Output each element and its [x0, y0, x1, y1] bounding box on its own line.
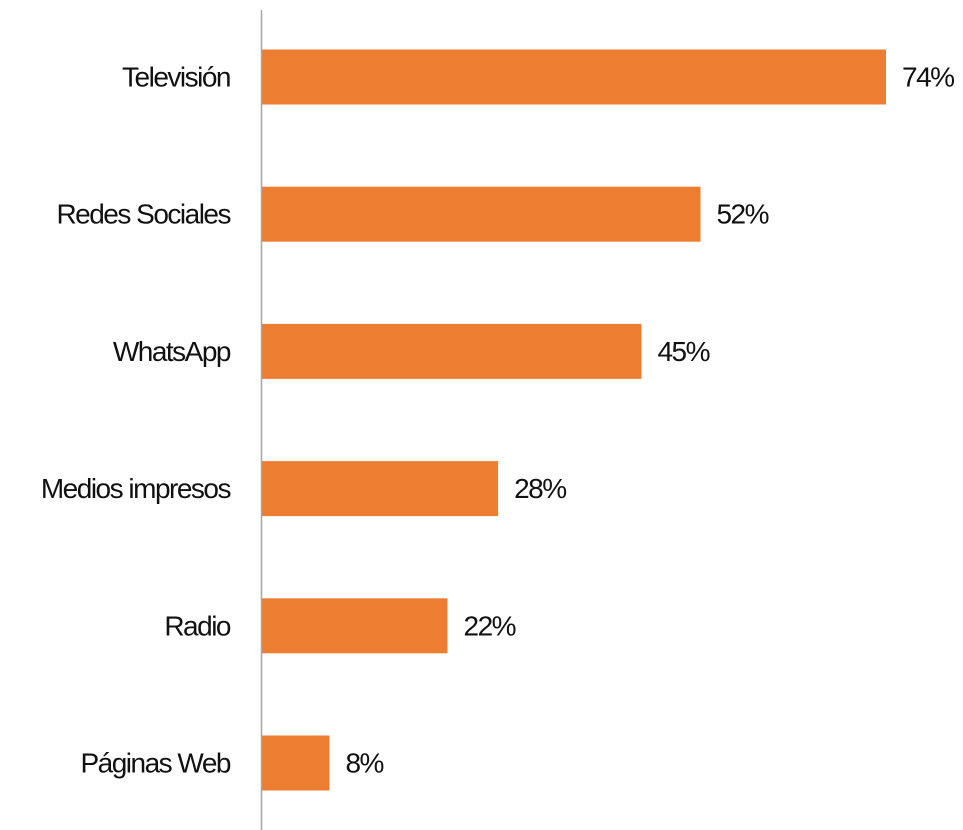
value-label-television: 74% [902, 62, 954, 93]
category-label-redes-sociales: Redes Sociales [56, 199, 230, 230]
bar-whatsapp [262, 323, 642, 379]
category-label-paginas-web: Páginas Web [80, 748, 230, 779]
category-label-medios-impresos: Medios impresos [41, 473, 231, 504]
value-labels-group: 74% 52% 45% 28% 22% 8% [345, 62, 955, 779]
category-label-whatsapp: WhatsApp [113, 336, 231, 367]
category-label-television: Televisión [122, 62, 230, 93]
value-label-medios-impresos: 28% [514, 473, 566, 504]
bar-redes-sociales [262, 186, 701, 242]
bar-radio [262, 598, 448, 654]
category-label-radio: Radio [164, 610, 231, 641]
bar-paginas-web [262, 735, 330, 791]
bars-group [262, 49, 886, 791]
category-labels-group: Televisión Redes Sociales WhatsApp Medios i… [41, 62, 233, 779]
value-label-paginas-web: 8% [345, 748, 383, 779]
value-label-radio: 22% [464, 610, 516, 641]
value-label-redes-sociales: 52% [716, 199, 768, 230]
value-label-whatsapp: 45% [657, 336, 709, 367]
bar-television [262, 49, 886, 105]
bar-medios-impresos [262, 461, 499, 517]
